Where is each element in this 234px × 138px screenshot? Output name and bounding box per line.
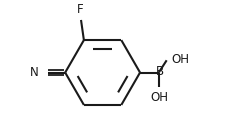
Text: OH: OH [172, 53, 190, 66]
Text: F: F [77, 3, 84, 16]
Text: N: N [30, 66, 39, 79]
Text: OH: OH [150, 91, 168, 104]
Text: B: B [155, 65, 164, 78]
